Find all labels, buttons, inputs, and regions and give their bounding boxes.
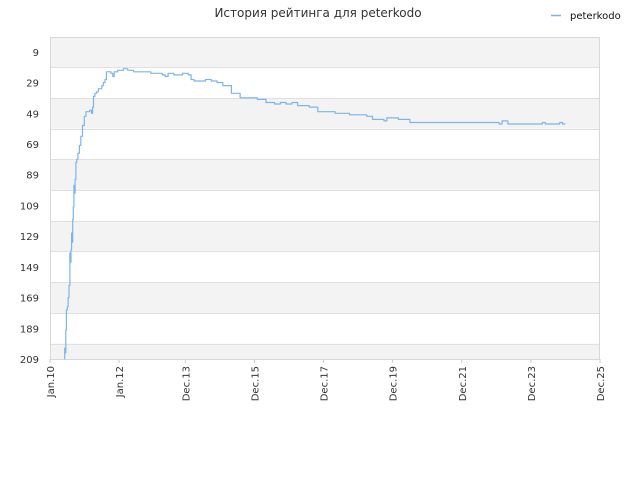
legend: peterkodo xyxy=(551,11,621,22)
y-tick-label: 149 xyxy=(20,263,39,274)
x-tick-label: Jan.10 xyxy=(46,366,57,398)
x-axis-ticks: Jan.10 Jan.12 Dec.13 Dec.15 Dec.17 Dec.19 Dec.… xyxy=(46,359,607,401)
plot-bands xyxy=(50,38,600,359)
legend-label: peterkodo xyxy=(570,11,621,22)
y-tick-label: 189 xyxy=(20,324,39,335)
y-tick-label: 209 xyxy=(20,355,39,366)
plot-band xyxy=(50,343,600,359)
y-tick-label: 129 xyxy=(20,232,39,243)
plot-area-border xyxy=(50,37,600,360)
y-tick-label: 49 xyxy=(26,109,39,120)
series-line-peterkodo xyxy=(64,68,566,360)
x-tick-label: Dec.25 xyxy=(596,366,607,401)
plot-band xyxy=(50,38,600,68)
series-layer xyxy=(64,68,566,360)
x-tick-label: Dec.17 xyxy=(320,366,331,401)
x-tick-label: Jan.12 xyxy=(115,366,126,398)
y-tick-label: 29 xyxy=(26,79,39,90)
x-tick-label: Dec.15 xyxy=(250,366,261,401)
plot-band xyxy=(50,282,600,313)
chart-title: История рейтинга для peterkodo xyxy=(214,6,421,20)
y-tick-label: 9 xyxy=(33,48,39,59)
y-tick-label: 169 xyxy=(20,294,39,305)
y-axis-ticks: 9 29 49 69 89 109 129 149 169 189 209 xyxy=(20,48,39,366)
plot-band xyxy=(50,220,600,252)
grid-lines xyxy=(50,67,600,345)
x-tick-label: Dec.19 xyxy=(389,366,400,401)
x-tick-label: Dec.23 xyxy=(527,366,538,401)
plot-band xyxy=(50,159,600,191)
x-tick-label: Dec.21 xyxy=(458,366,469,401)
x-tick-label: Dec.13 xyxy=(181,366,192,401)
y-tick-label: 89 xyxy=(26,171,39,182)
y-tick-label: 69 xyxy=(26,140,39,151)
y-tick-label: 109 xyxy=(20,201,39,212)
